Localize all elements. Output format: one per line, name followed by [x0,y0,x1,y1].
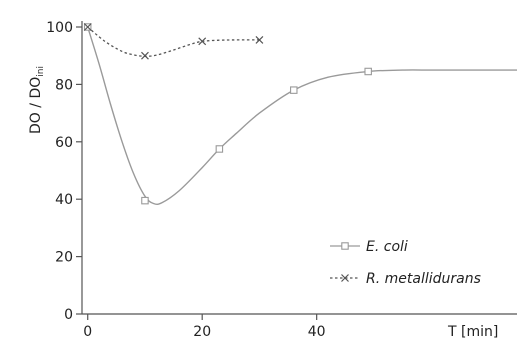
data-point-e-coli [215,145,224,153]
legend: E. coli R. metallidurans [330,239,481,287]
x-axis-title: T [min] [447,324,498,340]
series-line-e-coli [87,26,517,205]
legend-swatch-marker [341,242,349,250]
y-tick-label: 40 [55,192,73,208]
legend-swatch-marker [341,274,349,282]
data-point-r-metallidurans [255,35,264,44]
y-tick-label: 60 [55,135,73,151]
data-point-r-metallidurans [141,51,149,60]
y-axis-title: DO / DOini [28,66,46,134]
data-point-r-metallidurans [198,37,207,46]
y-axis-title-main: DO / DO [28,77,44,134]
y-tick-label: 0 [64,307,73,323]
fit-curves [87,26,517,205]
x-tick-label: 20 [193,324,211,340]
legend-item-r-metallidurans: R. metallidurans [330,271,481,287]
axes [76,21,517,320]
y-tick-label: 20 [55,250,73,266]
series-line-r-metallidurans [87,26,260,57]
y-tick-label: 80 [55,77,73,93]
data-markers [83,23,372,205]
legend-label: R. metallidurans [366,271,481,287]
x-tick-label: 40 [308,324,326,340]
y-tick-label: 100 [46,20,73,36]
tick-labels: 0 20 40 60 80 100 0 20 40 [46,20,325,340]
legend-label: E. coli [366,239,408,255]
x-tick-label: 0 [83,324,92,340]
data-point-r-metallidurans [83,23,92,31]
legend-item-e-coli: E. coli [330,239,408,255]
data-point-e-coli [364,67,372,76]
data-point-e-coli [141,196,149,205]
y-axis-title-subscript: ini [36,66,46,77]
data-point-e-coli [290,86,298,94]
